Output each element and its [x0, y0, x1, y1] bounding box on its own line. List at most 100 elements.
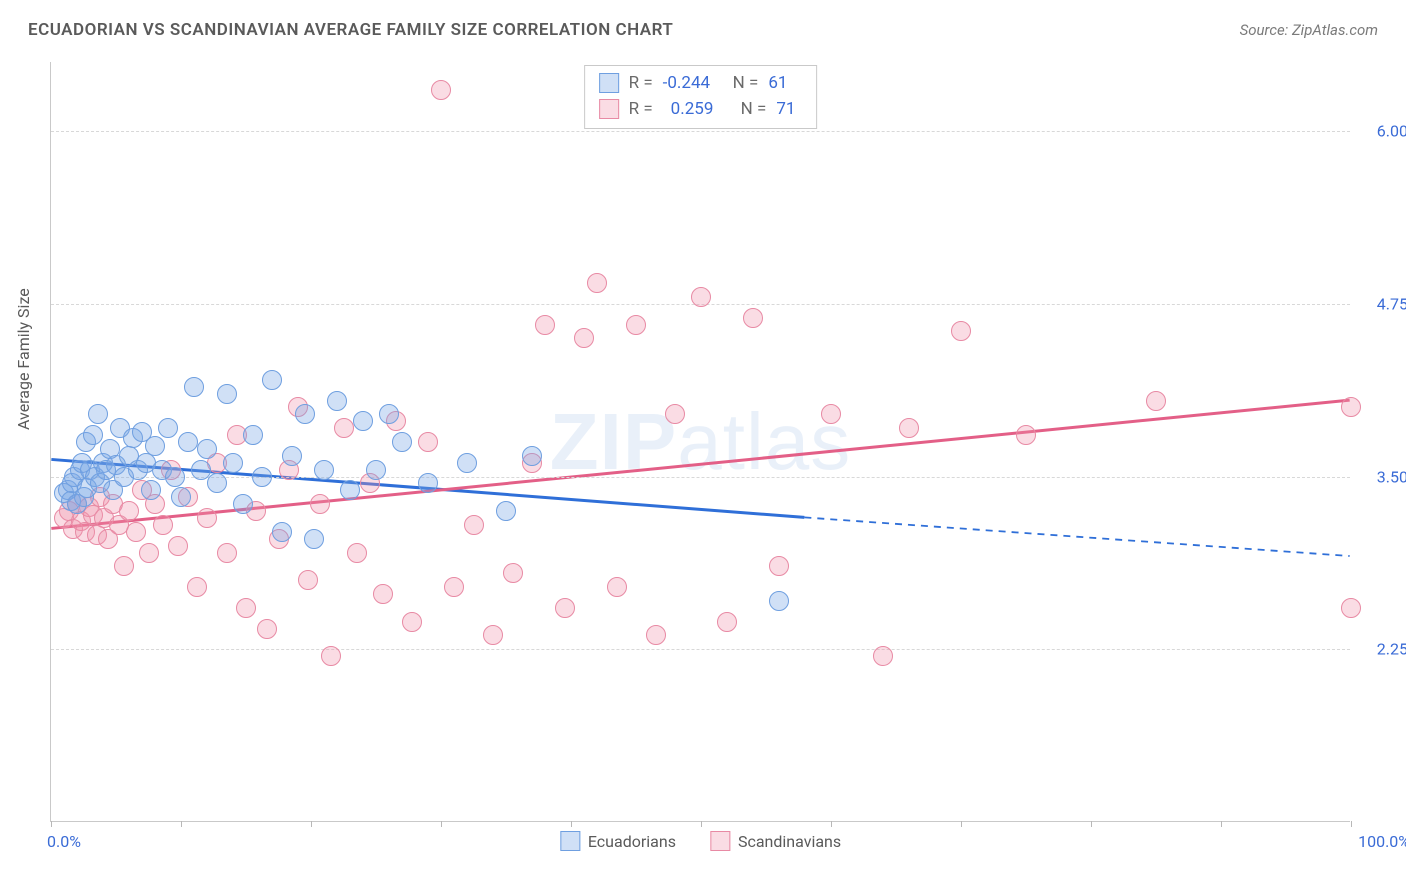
data-point-scandinavians [717, 612, 737, 632]
data-point-ecuadorians [457, 453, 477, 473]
gridline [51, 131, 1350, 132]
x-tick [701, 821, 702, 827]
data-point-scandinavians [139, 543, 159, 563]
n-label: N = [741, 96, 767, 122]
data-point-scandinavians [626, 315, 646, 335]
y-tick-label: 2.25 [1358, 640, 1406, 659]
data-point-scandinavians [444, 577, 464, 597]
data-point-ecuadorians [496, 501, 516, 521]
legend-label-series-2: Scandinavians [738, 832, 841, 851]
source-prefix: Source: [1240, 21, 1292, 39]
data-point-ecuadorians [353, 411, 373, 431]
source-attribution: Source: ZipAtlas.com [1240, 21, 1378, 39]
data-point-scandinavians [1341, 397, 1361, 417]
data-point-scandinavians [418, 432, 438, 452]
data-point-scandinavians [168, 536, 188, 556]
data-point-ecuadorians [145, 436, 165, 456]
gridline [51, 477, 1350, 478]
data-point-scandinavians [236, 598, 256, 618]
data-point-scandinavians [1016, 425, 1036, 445]
data-point-ecuadorians [340, 480, 360, 500]
data-point-scandinavians [126, 522, 146, 542]
bottom-legend: Ecuadorians Scandinavians [560, 831, 841, 851]
r-label: R = [629, 70, 653, 96]
data-point-ecuadorians [272, 522, 292, 542]
n-value-series-1: 61 [768, 70, 794, 96]
data-point-scandinavians [503, 563, 523, 583]
data-point-ecuadorians [769, 591, 789, 611]
source-name: ZipAtlas.com [1292, 21, 1378, 39]
data-point-scandinavians [334, 418, 354, 438]
data-point-ecuadorians [392, 432, 412, 452]
data-point-ecuadorians [366, 460, 386, 480]
data-point-scandinavians [1341, 598, 1361, 618]
data-point-scandinavians [197, 508, 217, 528]
data-point-scandinavians [769, 556, 789, 576]
data-point-ecuadorians [252, 467, 272, 487]
swatch-series-2 [599, 99, 619, 119]
x-tick [181, 821, 182, 827]
data-point-ecuadorians [223, 453, 243, 473]
data-point-scandinavians [873, 646, 893, 666]
data-point-scandinavians [535, 315, 555, 335]
data-point-ecuadorians [304, 529, 324, 549]
data-point-ecuadorians [141, 480, 161, 500]
swatch-series-2 [710, 831, 730, 851]
x-axis-label-min: 0.0% [47, 832, 81, 851]
x-tick [51, 821, 52, 827]
data-point-scandinavians [1146, 391, 1166, 411]
x-axis-label-max: 100.0% [1358, 832, 1406, 851]
swatch-series-1 [560, 831, 580, 851]
data-point-scandinavians [951, 321, 971, 341]
data-point-ecuadorians [282, 446, 302, 466]
data-point-ecuadorians [184, 377, 204, 397]
data-point-scandinavians [298, 570, 318, 590]
data-point-ecuadorians [233, 494, 253, 514]
data-point-ecuadorians [197, 439, 217, 459]
data-point-ecuadorians [418, 473, 438, 493]
stats-row-series-2: R = 0.259 N = 71 [599, 96, 803, 122]
stats-row-series-1: R = -0.244 N = 61 [599, 70, 803, 96]
data-point-scandinavians [821, 404, 841, 424]
trendline-extension-ecuadorians [804, 517, 1349, 556]
swatch-series-1 [599, 73, 619, 93]
data-point-ecuadorians [327, 391, 347, 411]
legend-item-series-1: Ecuadorians [560, 831, 676, 851]
data-point-scandinavians [743, 308, 763, 328]
data-point-ecuadorians [178, 432, 198, 452]
data-point-scandinavians [691, 287, 711, 307]
data-point-ecuadorians [262, 370, 282, 390]
data-point-scandinavians [347, 543, 367, 563]
x-tick [1221, 821, 1222, 827]
data-point-scandinavians [483, 625, 503, 645]
x-tick [571, 821, 572, 827]
data-point-scandinavians [574, 328, 594, 348]
data-point-ecuadorians [171, 487, 191, 507]
watermark: ZIPatlas [550, 396, 851, 488]
y-axis-label: Average Family Size [14, 288, 33, 430]
data-point-ecuadorians [522, 446, 542, 466]
data-point-ecuadorians [158, 418, 178, 438]
n-label: N = [733, 70, 759, 96]
data-point-scandinavians [321, 646, 341, 666]
data-point-scandinavians [187, 577, 207, 597]
data-point-ecuadorians [165, 467, 185, 487]
data-point-scandinavians [646, 625, 666, 645]
data-point-scandinavians [153, 515, 173, 535]
data-point-scandinavians [431, 80, 451, 100]
r-label: R = [629, 96, 653, 122]
data-point-ecuadorians [379, 404, 399, 424]
data-point-ecuadorians [243, 425, 263, 445]
data-point-scandinavians [257, 619, 277, 639]
data-point-scandinavians [310, 494, 330, 514]
data-point-ecuadorians [314, 460, 334, 480]
data-point-ecuadorians [217, 384, 237, 404]
data-point-ecuadorians [88, 404, 108, 424]
r-value-series-2: 0.259 [663, 96, 731, 122]
gridline [51, 649, 1350, 650]
legend-item-series-2: Scandinavians [710, 831, 841, 851]
x-tick [1091, 821, 1092, 827]
data-point-scandinavians [119, 501, 139, 521]
legend-label-series-1: Ecuadorians [588, 832, 676, 851]
stats-legend: R = -0.244 N = 61 R = 0.259 N = 71 [584, 65, 818, 129]
